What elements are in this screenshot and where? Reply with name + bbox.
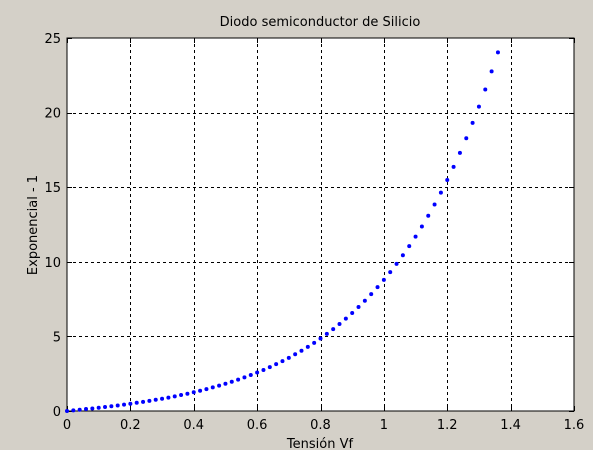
data-point xyxy=(179,393,184,398)
y-tick-label: 20 xyxy=(44,107,61,122)
data-point xyxy=(356,305,361,310)
data-point xyxy=(350,310,355,315)
y-tick-labels: 0 5 10 15 20 25 xyxy=(44,32,61,420)
chart-title: Diodo semiconductor de Silicio xyxy=(220,15,421,30)
data-point xyxy=(248,373,253,378)
y-tick-label: 5 xyxy=(53,330,61,345)
x-tick-labels: 0 0.2 0.4 0.6 0.8 1 1.2 1.4 1.6 xyxy=(63,418,584,433)
data-point xyxy=(400,253,405,258)
data-point xyxy=(65,409,69,413)
data-point xyxy=(96,405,101,410)
data-point xyxy=(236,377,241,382)
x-tick-label: 1 xyxy=(380,418,388,433)
data-point xyxy=(457,150,462,155)
data-point xyxy=(293,352,298,357)
data-point xyxy=(153,397,158,402)
x-tick-label: 1.6 xyxy=(564,418,585,433)
data-point xyxy=(267,365,272,370)
data-point xyxy=(362,298,367,303)
data-point xyxy=(198,388,203,393)
data-point xyxy=(413,234,418,239)
data-point xyxy=(147,398,152,403)
data-point xyxy=(185,391,190,396)
data-point xyxy=(229,379,234,384)
data-point xyxy=(166,395,171,400)
data-point xyxy=(337,322,342,327)
data-point xyxy=(375,285,380,290)
data-point xyxy=(331,327,336,332)
x-tick-label: 0.2 xyxy=(120,418,141,433)
data-point xyxy=(255,370,260,375)
data-point xyxy=(261,367,266,372)
data-point xyxy=(324,331,329,336)
data-point xyxy=(476,104,481,109)
data-point xyxy=(312,340,317,345)
y-tick-label: 10 xyxy=(44,256,61,271)
data-point xyxy=(191,390,196,395)
x-tick-label: 0.8 xyxy=(310,418,331,433)
data-point xyxy=(318,336,323,341)
data-point xyxy=(432,202,437,207)
data-point xyxy=(388,270,393,275)
data-point xyxy=(204,387,209,392)
plot-area xyxy=(67,38,574,411)
data-point xyxy=(77,407,82,412)
data-point xyxy=(128,401,133,406)
data-point xyxy=(343,316,348,321)
y-tick-label: 15 xyxy=(44,181,61,196)
data-point xyxy=(210,385,215,390)
data-point xyxy=(286,355,291,360)
data-point xyxy=(109,404,114,409)
data-point xyxy=(419,224,424,229)
data-points xyxy=(65,50,500,413)
data-point xyxy=(426,213,431,218)
data-point xyxy=(103,404,108,409)
data-point xyxy=(280,359,285,364)
data-point xyxy=(274,362,279,367)
data-point xyxy=(299,348,304,353)
data-point xyxy=(141,399,146,404)
data-point xyxy=(217,383,222,388)
data-point xyxy=(242,375,247,380)
data-point xyxy=(369,292,374,297)
y-axis-label: Exponencial - 1 xyxy=(26,175,41,275)
y-tick-label: 0 xyxy=(53,405,61,420)
data-point xyxy=(122,402,127,407)
data-point xyxy=(438,190,443,195)
data-point xyxy=(84,407,89,412)
x-tick-label: 0.6 xyxy=(247,418,268,433)
y-tick-label: 25 xyxy=(44,32,61,47)
x-axis-label: Tensión Vf xyxy=(286,437,354,450)
data-point xyxy=(115,403,120,408)
data-point xyxy=(445,178,450,183)
data-point xyxy=(394,261,399,266)
x-tick-label: 1.4 xyxy=(500,418,521,433)
data-point xyxy=(71,408,76,413)
data-point xyxy=(464,136,469,141)
data-point xyxy=(495,50,500,55)
data-point xyxy=(381,277,386,282)
x-tick-label: 1.2 xyxy=(437,418,458,433)
data-point xyxy=(90,406,95,411)
data-point xyxy=(172,394,177,399)
data-point xyxy=(451,164,456,169)
data-point xyxy=(134,400,139,405)
data-point xyxy=(489,69,494,74)
data-point xyxy=(470,120,475,125)
x-tick-label: 0 xyxy=(63,418,71,433)
x-tick-label: 0.4 xyxy=(183,418,204,433)
data-point xyxy=(160,396,165,401)
data-point xyxy=(223,381,228,386)
data-point xyxy=(407,244,412,249)
plot-frame xyxy=(66,37,575,412)
data-point xyxy=(483,87,488,92)
data-point xyxy=(305,344,310,349)
